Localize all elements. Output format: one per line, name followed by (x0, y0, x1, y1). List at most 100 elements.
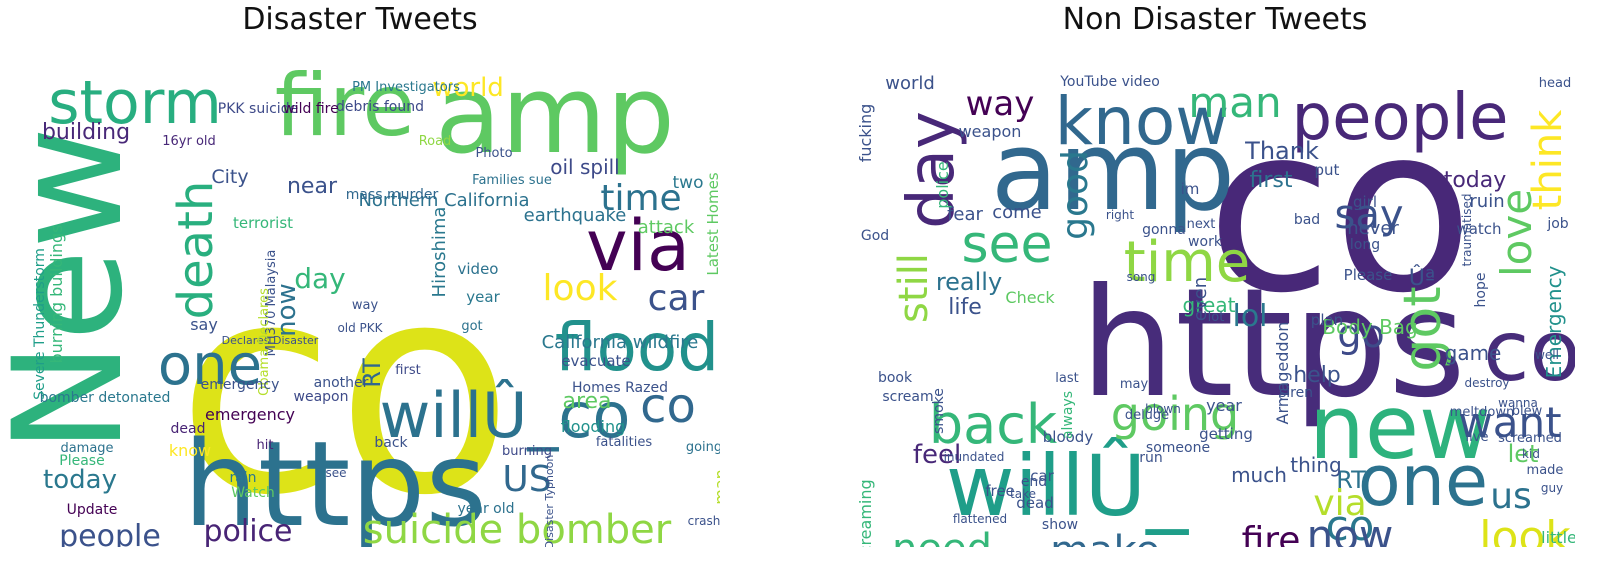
word-terrorist: terrorist (233, 214, 293, 232)
word-look: look (1479, 512, 1571, 547)
word-great: great (1183, 293, 1236, 317)
word-today: today (43, 465, 117, 495)
word-help: help (1293, 363, 1341, 388)
word-police: police (203, 514, 292, 547)
word-us: us (1490, 476, 1532, 517)
word-please: Please (59, 453, 104, 469)
word-think: think (1525, 109, 1571, 211)
word-debris-found: debris found (336, 99, 424, 115)
word-siren: siren (1279, 385, 1313, 401)
word-near: near (287, 174, 338, 199)
word-guy: guy (1541, 481, 1563, 495)
word-lot: lot (1208, 310, 1225, 325)
word-via: via (586, 205, 690, 287)
word-deluge: deluge (1125, 408, 1169, 423)
word-man: man (711, 469, 720, 505)
word-update: Update (67, 502, 118, 518)
word-fatalities: fatalities (596, 435, 653, 450)
word-earthquake: earthquake (524, 205, 627, 226)
word-destroy: destroy (1464, 376, 1509, 390)
word-back: back (374, 435, 408, 451)
word-way: way (966, 84, 1035, 124)
word-death: death (168, 181, 224, 320)
word-ruin: ruin (1469, 191, 1504, 212)
word-job: job (1546, 216, 1568, 232)
word-time: time (1124, 230, 1251, 295)
word-today: today (1444, 168, 1507, 193)
word-damage: damage (60, 441, 113, 456)
word-inundated: inundated (944, 450, 1005, 464)
word-kid: kid (1522, 447, 1540, 461)
word-see: see (325, 466, 346, 480)
word-see: see (961, 215, 1052, 275)
word-homes-razed: Homes Razed (572, 380, 668, 396)
word-glyph: Ûª (1409, 265, 1435, 291)
word-now: now (1307, 511, 1394, 547)
word-made: made (1527, 463, 1564, 478)
word-weapon: weapon (294, 389, 349, 405)
word-say: say (1334, 192, 1403, 238)
word-next: next (1187, 217, 1216, 232)
word-northern-california: Northern California (358, 190, 529, 211)
word-watch: watch (1456, 220, 1501, 238)
word-emergency: emergency (201, 377, 280, 393)
word-make: make (1050, 528, 1160, 547)
word-back: back (929, 393, 1058, 456)
word-bomber-detonated: bomber detonated (40, 390, 171, 406)
non-disaster-title: Non Disaster Tweets (1062, 2, 1368, 37)
word-video: video (458, 260, 499, 278)
word-us: US (502, 459, 551, 500)
word-need: need (892, 526, 992, 547)
word-love: love (1492, 189, 1541, 277)
word-weapon: weapon (959, 122, 1022, 141)
word-16yr-old: 16yr old (162, 134, 216, 149)
word-run: run (1139, 450, 1163, 466)
word-going: going (686, 440, 720, 455)
word-smoke: smoke (931, 388, 947, 434)
word-time: time (600, 178, 681, 219)
word-let: let (1508, 440, 1539, 468)
word-world: world (432, 73, 504, 103)
word-live: live (1466, 430, 1489, 445)
word-new: new (1309, 376, 1491, 479)
word-thank: Thank (1244, 137, 1319, 165)
word-scream: scream (882, 389, 933, 405)
word-say: say (190, 315, 218, 334)
word-watch: Watch (231, 485, 275, 501)
word-road: Road (419, 134, 452, 149)
word-flood: flood (555, 309, 719, 386)
word-disaster-typhoon: Disaster Typhoon (543, 455, 556, 547)
word-first: first (1250, 168, 1293, 193)
word-severe-thunderstorm: Severe Thunderstorm (32, 248, 48, 400)
word-end: end (1021, 474, 1047, 490)
word-burning: burning (502, 444, 552, 459)
word-oil-spill: oil spill (550, 155, 620, 179)
word-may: may (1120, 377, 1149, 392)
word-people: people (1292, 81, 1509, 155)
word-will: willÛ_ (946, 437, 1189, 535)
word-going: going (1111, 387, 1239, 441)
word-youtube-video: YouTube video (1059, 74, 1160, 90)
word-plan: plan (1311, 311, 1343, 329)
word-good: good (1055, 150, 1096, 240)
word-dead: dead (1016, 494, 1053, 512)
word-thing: thing (1290, 453, 1341, 477)
word-right: right (1106, 208, 1134, 222)
word-via: via (1313, 483, 1366, 524)
word-traumatised: traumatised (1460, 194, 1474, 267)
word-got: got (1393, 286, 1453, 371)
word-book: book (878, 370, 913, 386)
word-california-wildfire: California wildfire (542, 332, 699, 353)
word-amp: amp (435, 53, 675, 178)
disaster-wordcloud-panel: Disaster Tweets co New https amp fire storm de… (0, 0, 720, 567)
word-got: got (461, 319, 482, 334)
word-way: way (352, 298, 379, 313)
word-rt: RT (358, 358, 386, 388)
word-hit: hit (257, 438, 274, 453)
word-https: https (1080, 257, 1466, 431)
word-world: world (885, 73, 935, 94)
word-people: people (59, 519, 161, 547)
word-head: head (1539, 76, 1571, 91)
